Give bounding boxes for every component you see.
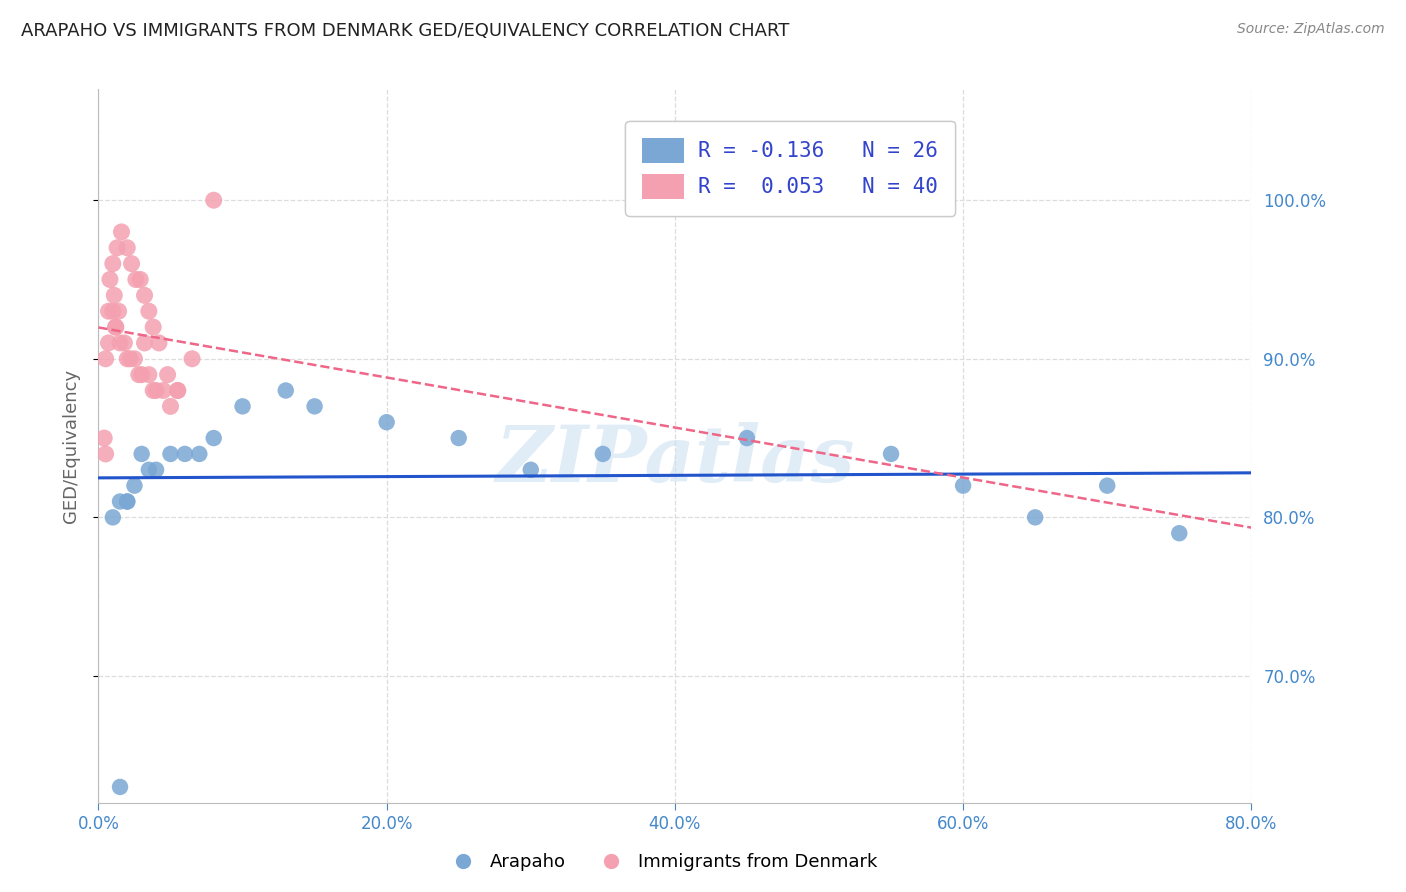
Point — [134, 335, 156, 350]
Point — [107, 304, 129, 318]
Point — [108, 494, 131, 508]
Point — [97, 304, 120, 318]
Text: Source: ZipAtlas.com: Source: ZipAtlas.com — [1237, 22, 1385, 37]
Point — [274, 384, 297, 398]
Point — [202, 431, 225, 445]
Point — [447, 431, 470, 445]
Point — [1168, 526, 1191, 541]
Point — [134, 288, 156, 302]
Point — [128, 368, 150, 382]
Point — [520, 463, 543, 477]
Point — [101, 304, 124, 318]
Point — [592, 447, 614, 461]
Point — [108, 780, 131, 794]
Point — [735, 431, 758, 445]
Point — [1097, 478, 1119, 492]
Point — [145, 384, 167, 398]
Point — [105, 241, 128, 255]
Point — [131, 368, 153, 382]
Point — [112, 335, 135, 350]
Point — [138, 368, 160, 382]
Point — [101, 510, 124, 524]
Point — [98, 272, 121, 286]
Point — [104, 320, 127, 334]
Point — [231, 400, 254, 414]
Point — [202, 193, 225, 207]
Point — [152, 384, 174, 398]
Point — [188, 447, 211, 461]
Point — [93, 431, 115, 445]
Point — [375, 415, 398, 429]
Point — [156, 368, 179, 382]
Point — [124, 478, 146, 492]
Point — [117, 351, 139, 366]
Point — [117, 494, 139, 508]
Point — [159, 447, 181, 461]
Point — [181, 351, 204, 366]
Point — [94, 447, 117, 461]
Text: ARAPAHO VS IMMIGRANTS FROM DENMARK GED/EQUIVALENCY CORRELATION CHART: ARAPAHO VS IMMIGRANTS FROM DENMARK GED/E… — [21, 22, 789, 40]
Y-axis label: GED/Equivalency: GED/Equivalency — [62, 369, 80, 523]
Point — [142, 320, 165, 334]
Point — [880, 447, 903, 461]
Legend: Arapaho, Immigrants from Denmark: Arapaho, Immigrants from Denmark — [437, 847, 884, 879]
Point — [103, 288, 125, 302]
Point — [131, 447, 153, 461]
Point — [110, 225, 132, 239]
Point — [101, 257, 124, 271]
Point — [1024, 510, 1046, 524]
Point — [108, 335, 131, 350]
Point — [159, 400, 181, 414]
Point — [952, 478, 974, 492]
Point — [174, 447, 197, 461]
Point — [142, 384, 165, 398]
Point — [121, 257, 143, 271]
Point — [97, 335, 120, 350]
Point — [104, 320, 127, 334]
Point — [129, 272, 152, 286]
Point — [138, 463, 160, 477]
Point — [145, 463, 167, 477]
Legend: R = -0.136   N = 26, R =  0.053   N = 40: R = -0.136 N = 26, R = 0.053 N = 40 — [626, 121, 955, 216]
Text: ZIPatlas: ZIPatlas — [495, 422, 855, 499]
Point — [94, 351, 117, 366]
Point — [117, 494, 139, 508]
Point — [166, 384, 188, 398]
Point — [148, 335, 170, 350]
Point — [124, 351, 146, 366]
Point — [120, 351, 142, 366]
Point — [125, 272, 148, 286]
Point — [304, 400, 326, 414]
Point — [138, 304, 160, 318]
Point — [166, 384, 188, 398]
Point — [117, 241, 139, 255]
